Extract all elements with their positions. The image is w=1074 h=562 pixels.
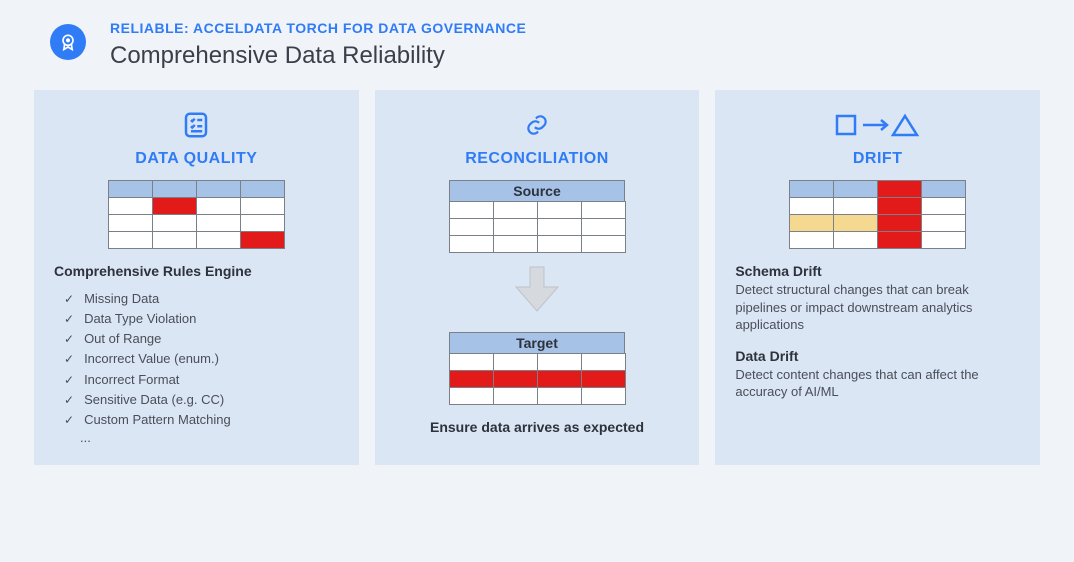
grid-cell <box>537 202 581 219</box>
drift-grid <box>789 180 966 249</box>
page-title: Comprehensive Data Reliability <box>110 42 526 70</box>
grid-cell <box>922 181 966 198</box>
grid-cell <box>240 198 284 215</box>
grid-cell <box>152 198 196 215</box>
grid-cell <box>581 202 625 219</box>
grid-cell <box>581 354 625 371</box>
card-reconciliation: RECONCILIATION Source Target Ensure data… <box>375 90 700 465</box>
quality-rules-list: Missing DataData Type ViolationOut of Ra… <box>54 289 231 430</box>
grid-cell <box>449 236 493 253</box>
grid-cell <box>196 181 240 198</box>
list-item: Incorrect Value (enum.) <box>64 349 231 369</box>
grid-cell <box>537 236 581 253</box>
link-chain-icon <box>522 108 552 142</box>
grid-cell <box>834 215 878 232</box>
grid-cell <box>196 198 240 215</box>
grid-cell <box>449 388 493 405</box>
grid-cell <box>108 232 152 249</box>
shape-shift-icon <box>833 108 923 142</box>
card-data-quality: DATA QUALITY Comprehensive Rules Engine … <box>34 90 359 465</box>
grid-cell <box>493 202 537 219</box>
cards-row: DATA QUALITY Comprehensive Rules Engine … <box>30 90 1044 465</box>
grid-cell <box>922 232 966 249</box>
schema-drift-head: Schema Drift <box>735 263 1020 279</box>
grid-cell <box>108 198 152 215</box>
card-title-recon: RECONCILIATION <box>465 150 609 168</box>
grid-cell <box>581 219 625 236</box>
grid-cell <box>878 215 922 232</box>
grid-cell <box>493 219 537 236</box>
recon-target-grid <box>449 353 626 405</box>
page-header: RELIABLE: ACCELDATA TORCH FOR DATA GOVER… <box>30 20 1044 70</box>
grid-cell <box>493 354 537 371</box>
grid-cell <box>790 215 834 232</box>
grid-cell <box>240 215 284 232</box>
grid-cell <box>493 388 537 405</box>
grid-cell <box>790 181 834 198</box>
grid-cell <box>152 215 196 232</box>
recon-source-label: Source <box>449 180 625 201</box>
grid-cell <box>196 215 240 232</box>
grid-cell <box>581 236 625 253</box>
grid-cell <box>240 232 284 249</box>
grid-cell <box>834 232 878 249</box>
list-item: Custom Pattern Matching <box>64 410 231 430</box>
grid-cell <box>108 181 152 198</box>
grid-cell <box>581 388 625 405</box>
quality-subhead: Comprehensive Rules Engine <box>54 263 252 279</box>
eyebrow-text: RELIABLE: ACCELDATA TORCH FOR DATA GOVER… <box>110 20 526 36</box>
grid-cell <box>449 371 493 388</box>
card-drift: DRIFT Schema Drift Detect structural cha… <box>715 90 1040 465</box>
ribbon-badge-icon <box>50 24 86 60</box>
card-title-quality: DATA QUALITY <box>135 150 257 168</box>
grid-cell <box>537 219 581 236</box>
grid-cell <box>493 236 537 253</box>
list-item: Sensitive Data (e.g. CC) <box>64 390 231 410</box>
list-item: Out of Range <box>64 329 231 349</box>
list-item: Data Type Violation <box>64 309 231 329</box>
grid-cell <box>493 371 537 388</box>
grid-cell <box>922 215 966 232</box>
grid-cell <box>581 371 625 388</box>
schema-drift-block: Schema Drift Detect structural changes t… <box>735 263 1020 334</box>
grid-cell <box>196 232 240 249</box>
grid-cell <box>922 198 966 215</box>
grid-cell <box>152 181 196 198</box>
schema-drift-body: Detect structural changes that can break… <box>735 281 1020 334</box>
data-drift-body: Detect content changes that can affect t… <box>735 366 1020 401</box>
grid-cell <box>834 198 878 215</box>
grid-cell <box>152 232 196 249</box>
list-item: Incorrect Format <box>64 370 231 390</box>
grid-cell <box>878 232 922 249</box>
card-title-drift: DRIFT <box>853 150 903 168</box>
quality-grid <box>108 180 285 249</box>
grid-cell <box>537 354 581 371</box>
data-drift-block: Data Drift Detect content changes that c… <box>735 348 1020 401</box>
grid-cell <box>240 181 284 198</box>
quality-ellipsis: ... <box>54 430 91 445</box>
grid-cell <box>537 388 581 405</box>
list-item: Missing Data <box>64 289 231 309</box>
grid-cell <box>449 219 493 236</box>
grid-cell <box>790 198 834 215</box>
grid-cell <box>878 198 922 215</box>
arrow-down-icon <box>510 265 564 320</box>
recon-source-grid <box>449 201 626 253</box>
data-drift-head: Data Drift <box>735 348 1020 364</box>
recon-target-label: Target <box>449 332 625 353</box>
grid-cell <box>790 232 834 249</box>
grid-cell <box>537 371 581 388</box>
grid-cell <box>449 354 493 371</box>
grid-cell <box>878 181 922 198</box>
grid-cell <box>834 181 878 198</box>
recon-caption: Ensure data arrives as expected <box>430 419 644 435</box>
grid-cell <box>108 215 152 232</box>
grid-cell <box>449 202 493 219</box>
checklist-icon <box>181 108 211 142</box>
